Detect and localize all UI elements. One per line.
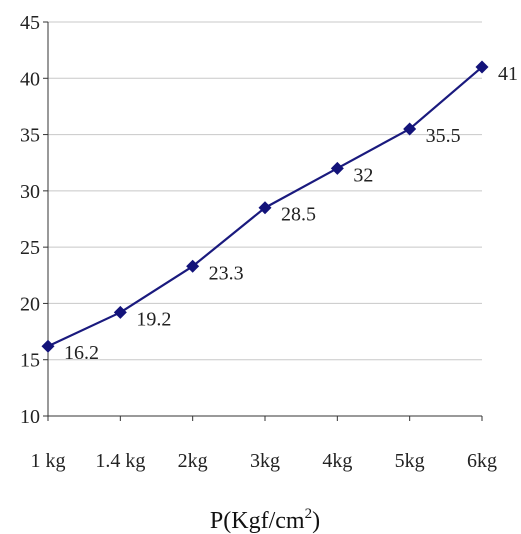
data-label: 41 xyxy=(498,63,518,85)
data-label: 28.5 xyxy=(281,204,316,226)
grid-lines xyxy=(48,21,482,361)
data-label: 32 xyxy=(353,164,373,186)
x-axis-ticks: 1 kg 1.4 kg 2kg 3kg 4kg 5kg 6kg xyxy=(31,416,497,472)
data-label: 16.2 xyxy=(64,342,99,364)
data-point-marker xyxy=(186,259,200,273)
y-axis-ticks: 10 15 20 25 30 35 40 45 xyxy=(20,12,48,428)
data-point-marker xyxy=(41,339,55,353)
data-label: 35.5 xyxy=(426,125,461,147)
x-tick-label: 1.4 kg xyxy=(95,450,145,472)
series-group xyxy=(41,60,489,353)
y-tick-label: 30 xyxy=(20,181,40,203)
y-tick-label: 20 xyxy=(20,293,40,315)
data-labels: 16.2 19.2 23.3 28.5 32 35.5 41 xyxy=(64,63,518,364)
data-point-marker xyxy=(475,60,489,74)
data-label: 23.3 xyxy=(209,262,244,284)
x-axis-title-superscript: 2 xyxy=(305,506,313,522)
x-tick-label: 6kg xyxy=(467,450,497,472)
y-tick-label: 35 xyxy=(20,125,40,147)
y-tick-label: 45 xyxy=(20,12,40,34)
y-tick-label: 25 xyxy=(20,237,40,259)
data-label: 19.2 xyxy=(136,308,171,330)
y-tick-label: 15 xyxy=(20,350,40,372)
data-point-marker xyxy=(258,201,272,215)
x-axis-title-suffix: ) xyxy=(312,508,320,534)
x-axis-title-main: P(Kgf/cm xyxy=(210,508,305,534)
axes xyxy=(47,22,482,417)
data-point-marker xyxy=(330,161,344,175)
data-point-marker xyxy=(403,122,417,136)
y-tick-label: 40 xyxy=(20,68,40,90)
y-tick-label: 10 xyxy=(20,406,40,428)
x-tick-label: 4kg xyxy=(322,450,352,472)
x-tick-label: 5kg xyxy=(395,450,425,472)
x-axis-title: P(Kgf/cm2) xyxy=(210,506,320,534)
x-tick-label: 3kg xyxy=(250,450,280,472)
data-point-marker xyxy=(113,305,127,319)
x-tick-label: 2kg xyxy=(178,450,208,472)
x-tick-label: 1 kg xyxy=(31,450,66,472)
